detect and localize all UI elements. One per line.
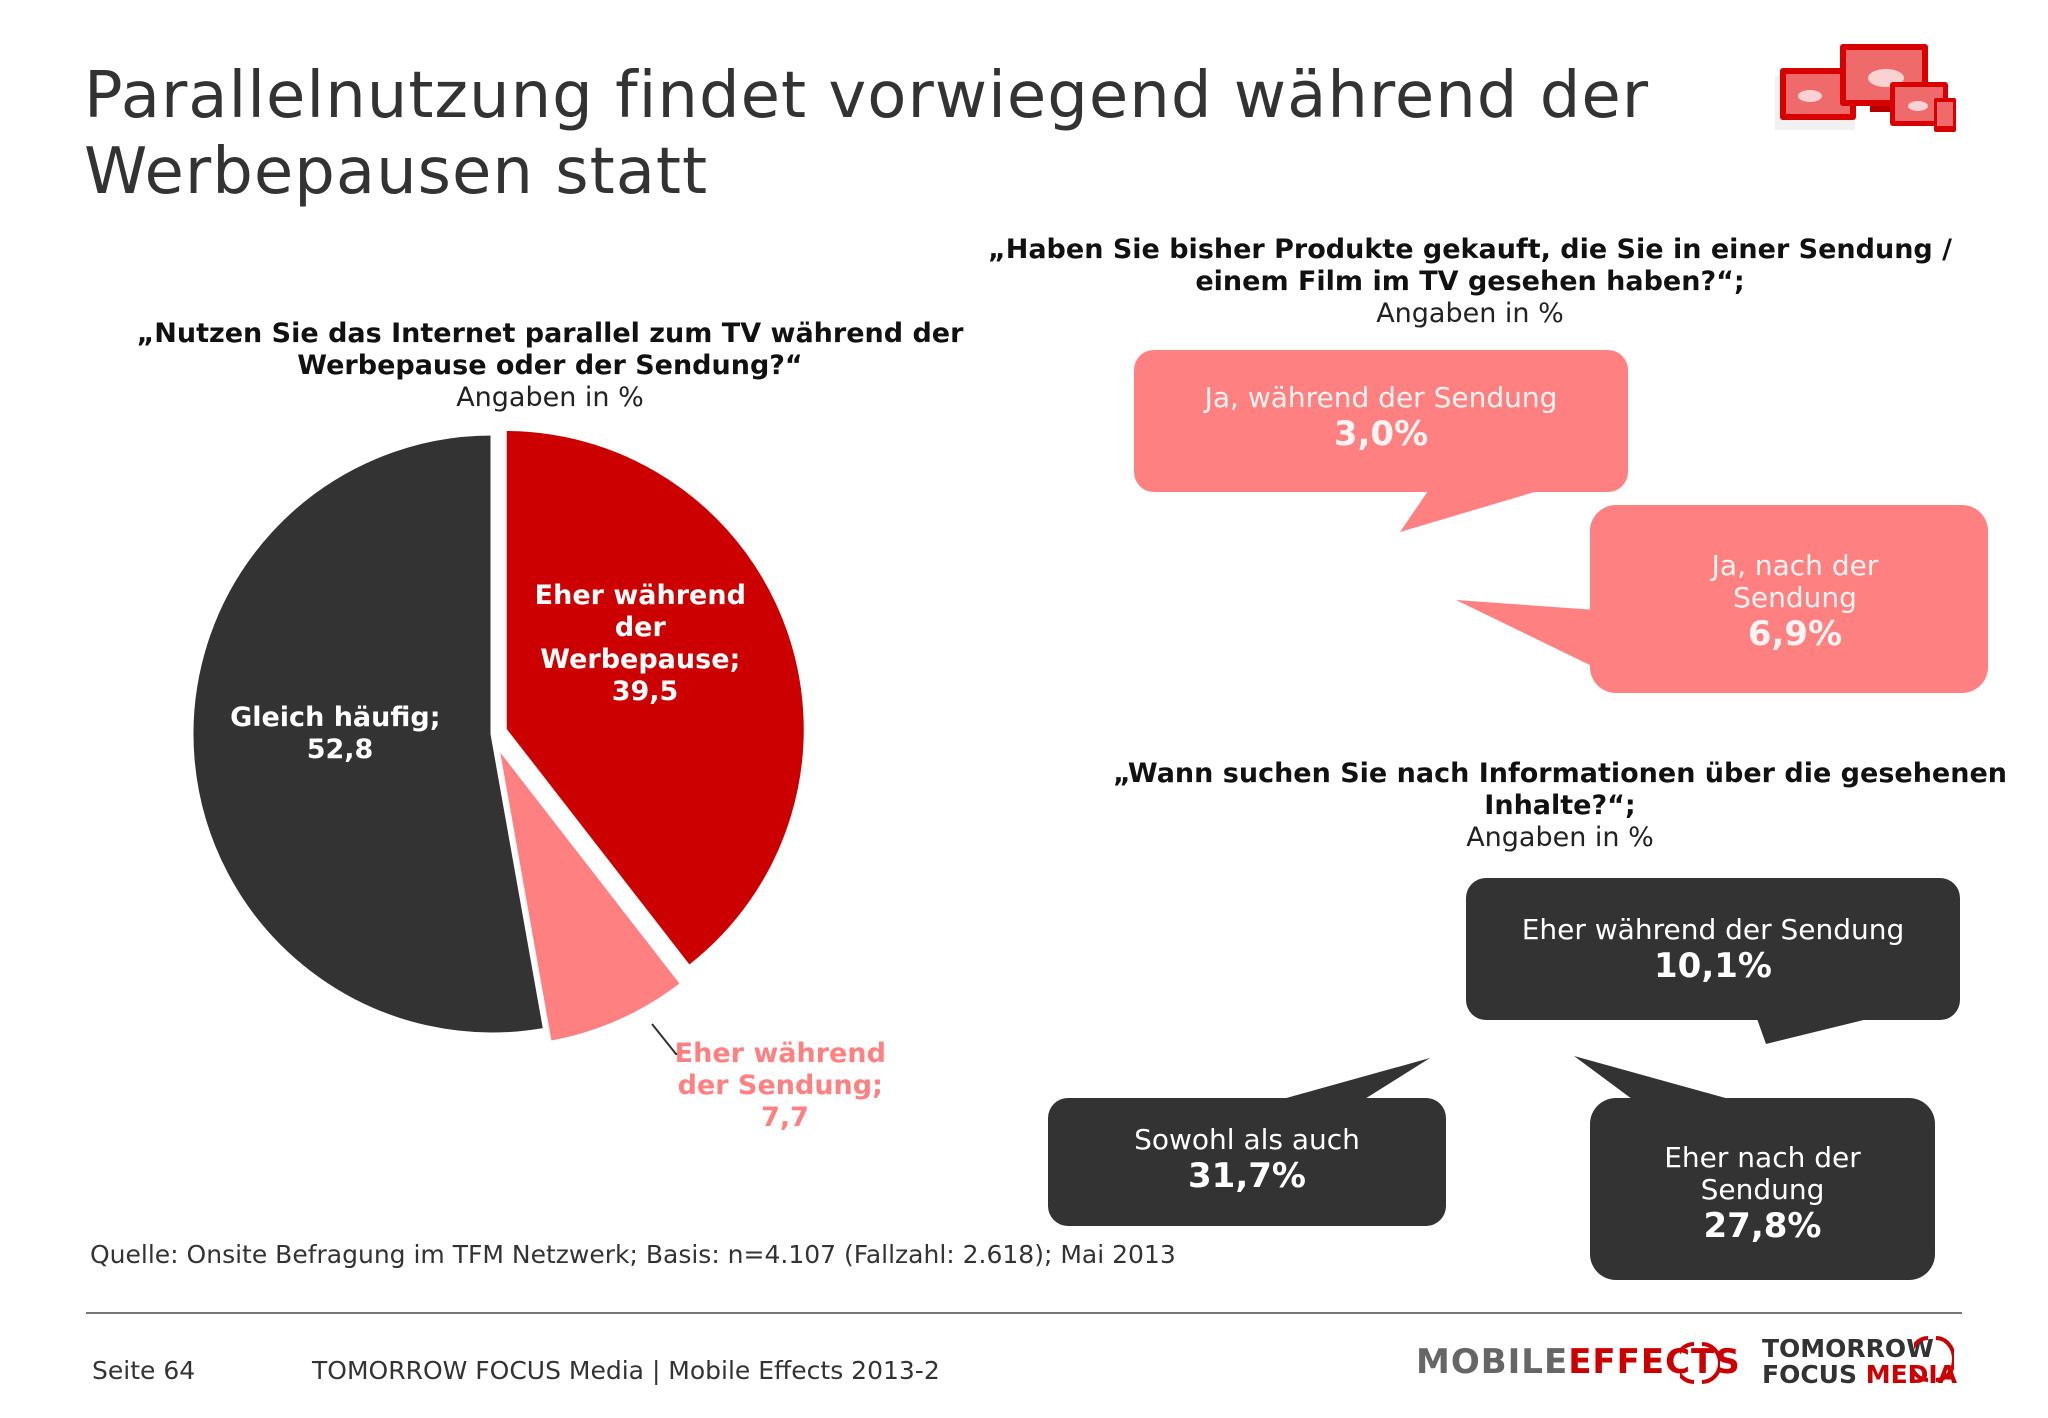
pie-slice-werbepause xyxy=(503,427,807,969)
logo-mobile-word: MOBILE xyxy=(1416,1342,1569,1382)
page-title: Parallelnutzung findet vorwiegend währen… xyxy=(84,59,1650,209)
bubble-ja-nach xyxy=(1456,505,1988,693)
publication-name: TOMORROW FOCUS Media | Mobile Effects 20… xyxy=(312,1356,940,1385)
bubble-eher-waehrend xyxy=(1466,878,1960,1044)
pie-question-text: „Nutzen Sie das Internet parallel zum TV… xyxy=(136,318,964,381)
bubble-ja-waehrend xyxy=(1134,350,1628,532)
bubble-sowohl-label: Sowohl als auch xyxy=(1134,1123,1360,1156)
page-number: Seite 64 xyxy=(92,1356,196,1385)
bubble-ja-nach-label: Ja, nach der Sendung xyxy=(1711,549,1879,614)
logo-focus-line: FOCUS MEDIA xyxy=(1762,1362,1957,1388)
pie-label-gleich: Gleich häufig; 52,8 xyxy=(230,702,450,765)
pie-slice-sendung xyxy=(496,745,684,1044)
bubble-ja-waehrend-text: Ja, während der Sendung 3,0% xyxy=(1134,381,1628,455)
bubble-ja-waehrend-label: Ja, während der Sendung xyxy=(1204,381,1558,414)
pie-value-sendung: 7,7 xyxy=(761,1102,809,1133)
bubble-eher-nach xyxy=(1574,1056,1935,1280)
bubble-eher-nach-label: Eher nach der Sendung xyxy=(1664,1141,1861,1206)
pie-value-werbepause: 39,5 xyxy=(612,676,679,707)
tomorrow-focus-logo: TOMORROW FOCUS MEDIA xyxy=(1762,1336,1957,1388)
pie-slice-gleich xyxy=(190,432,547,1036)
pie-label-werbepause: Eher während der Werbepause; 39,5 xyxy=(535,580,756,707)
bubble-sowohl-text: Sowohl als auch 31,7% xyxy=(1048,1123,1446,1197)
bubble-sowohl xyxy=(1048,1058,1446,1226)
pie-unit: Angaben in % xyxy=(456,382,644,413)
pie-value-gleich: 52,8 xyxy=(307,734,374,765)
footer-divider xyxy=(86,1312,1962,1314)
bubble-eher-nach-text: Eher nach der Sendung 27,8% xyxy=(1650,1141,1875,1247)
mobile-effects-mark-icon xyxy=(1680,1342,1720,1384)
devices-icon xyxy=(1775,44,1956,132)
logo-tomorrow-word: TOMORROW xyxy=(1762,1334,1934,1363)
info-question: „Wann suchen Sie nach Informationen über… xyxy=(1110,758,2010,854)
purchase-question-text: „Haben Sie bisher Produkte gekauft, die … xyxy=(988,234,1952,297)
info-question-text: „Wann suchen Sie nach Informationen über… xyxy=(1112,758,2007,821)
pie-leader-line xyxy=(651,1023,680,1055)
purchase-question: „Haben Sie bisher Produkte gekauft, die … xyxy=(960,234,1980,330)
purchase-unit: Angaben in % xyxy=(1376,298,1564,329)
bubble-ja-nach-value: 6,9% xyxy=(1747,614,1843,654)
bubble-eher-waehrend-value: 10,1% xyxy=(1654,946,1772,986)
logo-media-word: MEDIA xyxy=(1865,1360,1958,1389)
bubble-ja-waehrend-value: 3,0% xyxy=(1333,414,1429,454)
source-note: Quelle: Onsite Befragung im TFM Netzwerk… xyxy=(90,1240,1176,1269)
pie-question: „Nutzen Sie das Internet parallel zum TV… xyxy=(130,318,970,414)
bubble-sowohl-value: 31,7% xyxy=(1188,1156,1306,1196)
info-unit: Angaben in % xyxy=(1466,822,1654,853)
pie-label-sendung: Eher während der Sendung; 7,7 xyxy=(675,1038,896,1133)
logo-focus-word: FOCUS xyxy=(1762,1360,1857,1389)
bubble-eher-nach-value: 27,8% xyxy=(1703,1206,1822,1246)
bubble-ja-nach-text: Ja, nach der Sendung 6,9% xyxy=(1680,549,1910,655)
pie-name-gleich: Gleich häufig; xyxy=(230,702,440,733)
bubble-eher-waehrend-label: Eher während der Sendung xyxy=(1521,913,1905,946)
tomorrow-focus-mark-icon xyxy=(1914,1336,1954,1382)
bubble-eher-waehrend-text: Eher während der Sendung 10,1% xyxy=(1466,913,1960,987)
